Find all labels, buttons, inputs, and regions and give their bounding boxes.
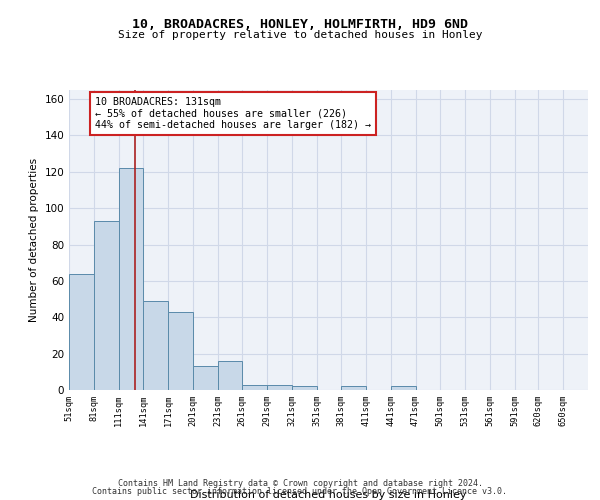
Text: Contains HM Land Registry data © Crown copyright and database right 2024.: Contains HM Land Registry data © Crown c…	[118, 478, 482, 488]
Bar	[391, 386, 416, 390]
Text: Contains public sector information licensed under the Open Government Licence v3: Contains public sector information licen…	[92, 487, 508, 496]
Bar	[341, 386, 366, 390]
Bar	[69, 274, 94, 390]
Bar	[267, 384, 292, 390]
Y-axis label: Number of detached properties: Number of detached properties	[29, 158, 39, 322]
Bar	[193, 366, 218, 390]
Bar	[218, 361, 242, 390]
Text: 10 BROADACRES: 131sqm
← 55% of detached houses are smaller (226)
44% of semi-det: 10 BROADACRES: 131sqm ← 55% of detached …	[95, 98, 371, 130]
Text: Size of property relative to detached houses in Honley: Size of property relative to detached ho…	[118, 30, 482, 40]
Bar	[143, 301, 168, 390]
Bar	[94, 221, 119, 390]
Text: 10, BROADACRES, HONLEY, HOLMFIRTH, HD9 6ND: 10, BROADACRES, HONLEY, HOLMFIRTH, HD9 6…	[132, 18, 468, 30]
Bar	[119, 168, 143, 390]
Bar	[292, 386, 317, 390]
Bar	[242, 384, 267, 390]
X-axis label: Distribution of detached houses by size in Honley: Distribution of detached houses by size …	[190, 490, 467, 500]
Bar	[168, 312, 193, 390]
